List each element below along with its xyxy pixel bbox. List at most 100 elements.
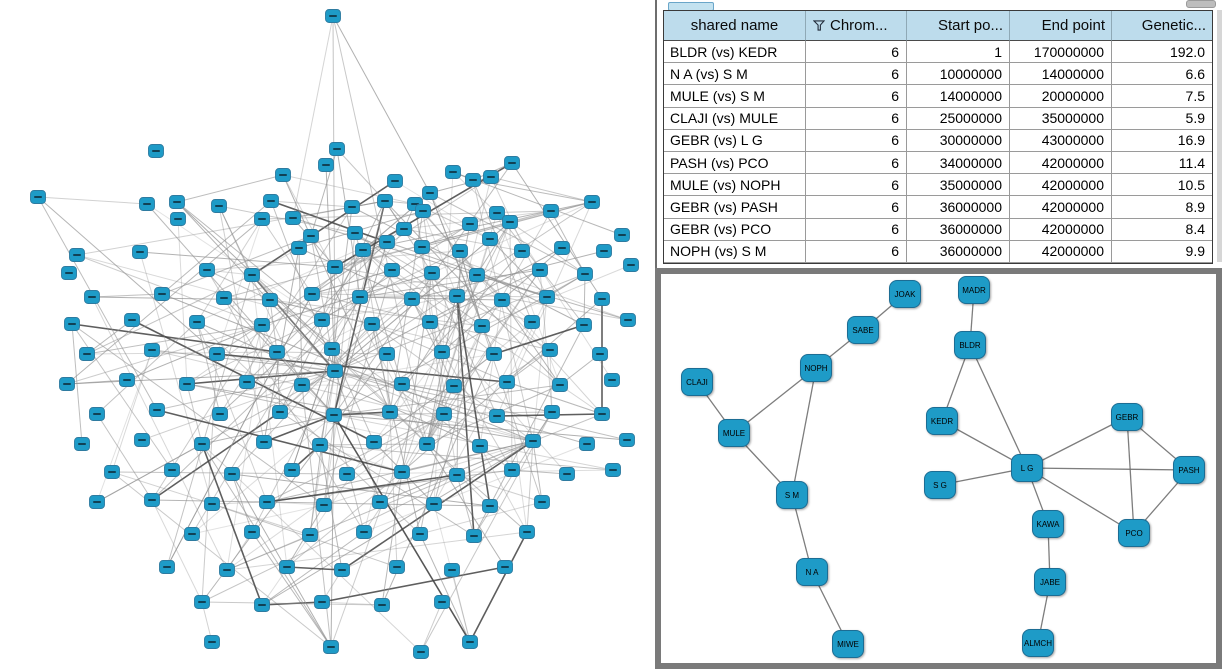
- network-node-n-a[interactable]: N A: [796, 558, 828, 586]
- graph-node[interactable]: [379, 347, 395, 361]
- table-cell[interactable]: 5.9: [1112, 107, 1212, 130]
- main-network-canvas[interactable]: [0, 0, 655, 669]
- graph-node[interactable]: [194, 595, 210, 609]
- graph-node[interactable]: [304, 287, 320, 301]
- graph-node[interactable]: [104, 465, 120, 479]
- graph-node[interactable]: [579, 437, 595, 451]
- graph-node[interactable]: [576, 318, 592, 332]
- network-node-mule[interactable]: MULE: [718, 419, 750, 447]
- table-cell[interactable]: 6: [806, 107, 907, 130]
- table-cell[interactable]: 35000000: [907, 174, 1010, 197]
- graph-node[interactable]: [30, 190, 46, 204]
- table-cell[interactable]: 6: [806, 85, 907, 108]
- graph-node[interactable]: [259, 495, 275, 509]
- graph-node[interactable]: [466, 529, 482, 543]
- graph-node[interactable]: [436, 407, 452, 421]
- table-cell[interactable]: 6: [806, 151, 907, 175]
- graph-node[interactable]: [554, 241, 570, 255]
- graph-node[interactable]: [525, 434, 541, 448]
- network-node-jabe[interactable]: JABE: [1034, 568, 1066, 596]
- graph-node[interactable]: [419, 437, 435, 451]
- graph-node[interactable]: [291, 241, 307, 255]
- graph-node[interactable]: [339, 467, 355, 481]
- table-cell[interactable]: 9.9: [1112, 240, 1212, 263]
- graph-node[interactable]: [334, 563, 350, 577]
- graph-node[interactable]: [489, 409, 505, 423]
- graph-node[interactable]: [154, 287, 170, 301]
- column-header-endpoint[interactable]: End point: [1010, 11, 1112, 41]
- graph-node[interactable]: [204, 635, 220, 649]
- graph-node[interactable]: [272, 405, 288, 419]
- graph-node[interactable]: [594, 292, 610, 306]
- graph-node[interactable]: [462, 217, 478, 231]
- graph-node[interactable]: [502, 215, 518, 229]
- graph-node[interactable]: [366, 435, 382, 449]
- table-cell[interactable]: 6: [806, 218, 907, 241]
- table-cell[interactable]: 42000000: [1010, 151, 1112, 175]
- graph-node[interactable]: [472, 439, 488, 453]
- graph-node[interactable]: [514, 244, 530, 258]
- graph-node[interactable]: [356, 525, 372, 539]
- network-node-miwe[interactable]: MIWE: [832, 630, 864, 658]
- graph-node[interactable]: [424, 266, 440, 280]
- graph-node[interactable]: [394, 377, 410, 391]
- table-cell[interactable]: 6: [806, 129, 907, 152]
- graph-node[interactable]: [469, 268, 485, 282]
- graph-node[interactable]: [474, 319, 490, 333]
- table-cell[interactable]: 43000000: [1010, 129, 1112, 152]
- graph-node[interactable]: [219, 563, 235, 577]
- table-cell[interactable]: 36000000: [907, 240, 1010, 263]
- column-header-startpo[interactable]: Start po...: [907, 11, 1010, 41]
- graph-node[interactable]: [74, 437, 90, 451]
- graph-node[interactable]: [605, 463, 621, 477]
- graph-node[interactable]: [379, 235, 395, 249]
- table-cell[interactable]: 170000000: [1010, 41, 1112, 64]
- table-cell[interactable]: PASH (vs) PCO: [664, 151, 806, 175]
- graph-node[interactable]: [244, 268, 260, 282]
- graph-node[interactable]: [620, 313, 636, 327]
- graph-node[interactable]: [239, 375, 255, 389]
- graph-node[interactable]: [134, 433, 150, 447]
- network-node-l-g[interactable]: L G: [1011, 454, 1043, 482]
- table-cell[interactable]: GEBR (vs) PASH: [664, 196, 806, 219]
- graph-node[interactable]: [382, 405, 398, 419]
- graph-node[interactable]: [422, 186, 438, 200]
- graph-node[interactable]: [327, 364, 343, 378]
- graph-node[interactable]: [302, 528, 318, 542]
- network-node-s-g[interactable]: S G: [924, 471, 956, 499]
- graph-node[interactable]: [132, 245, 148, 259]
- graph-node[interactable]: [254, 598, 270, 612]
- graph-node[interactable]: [413, 645, 429, 659]
- table-cell[interactable]: 14000000: [1010, 63, 1112, 86]
- graph-node[interactable]: [285, 211, 301, 225]
- table-cell[interactable]: 36000000: [907, 218, 1010, 241]
- graph-node[interactable]: [426, 497, 442, 511]
- network-node-kawa[interactable]: KAWA: [1032, 510, 1064, 538]
- graph-node[interactable]: [329, 142, 345, 156]
- graph-node[interactable]: [519, 525, 535, 539]
- graph-node[interactable]: [482, 499, 498, 513]
- graph-node[interactable]: [325, 9, 341, 23]
- graph-node[interactable]: [499, 375, 515, 389]
- graph-node[interactable]: [59, 377, 75, 391]
- network-node-gebr[interactable]: GEBR: [1111, 403, 1143, 431]
- graph-node[interactable]: [316, 498, 332, 512]
- table-cell[interactable]: 8.4: [1112, 218, 1212, 241]
- graph-node[interactable]: [199, 263, 215, 277]
- table-cell[interactable]: GEBR (vs) PCO: [664, 218, 806, 241]
- table-cell[interactable]: 11.4: [1112, 151, 1212, 175]
- network-node-claji[interactable]: CLAJI: [681, 368, 713, 396]
- graph-node[interactable]: [79, 347, 95, 361]
- table-cell[interactable]: 6: [806, 63, 907, 86]
- graph-node[interactable]: [532, 263, 548, 277]
- graph-node[interactable]: [209, 347, 225, 361]
- graph-node[interactable]: [592, 347, 608, 361]
- table-cell[interactable]: NOPH (vs) S M: [664, 240, 806, 263]
- graph-node[interactable]: [149, 403, 165, 417]
- network-node-pash[interactable]: PASH: [1173, 456, 1205, 484]
- graph-node[interactable]: [489, 206, 505, 220]
- graph-node[interactable]: [148, 144, 164, 158]
- graph-node[interactable]: [262, 293, 278, 307]
- graph-node[interactable]: [327, 260, 343, 274]
- graph-node[interactable]: [194, 437, 210, 451]
